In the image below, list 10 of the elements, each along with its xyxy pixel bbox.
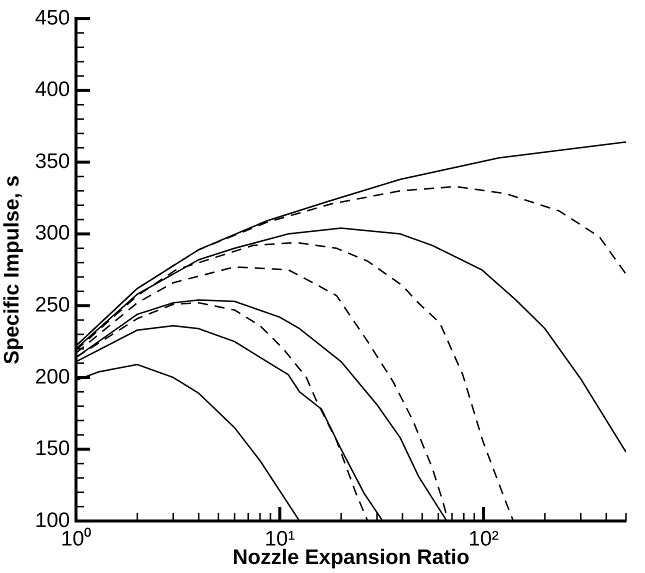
- y-axis-title: Specific Impulse, s: [0, 175, 24, 364]
- x-axis-title: Nozzle Expansion Ratio: [232, 546, 470, 570]
- y-tick-label: 300: [34, 222, 70, 245]
- y-tick-label: 200: [34, 365, 70, 388]
- y-tick-label: 250: [34, 293, 70, 316]
- x-tick-label: 10²: [468, 527, 499, 550]
- y-tick-label: 400: [34, 78, 70, 102]
- y-tick-label: 350: [34, 150, 70, 173]
- y-tick-label: 450: [34, 6, 70, 30]
- y-tick-label: 150: [34, 437, 70, 460]
